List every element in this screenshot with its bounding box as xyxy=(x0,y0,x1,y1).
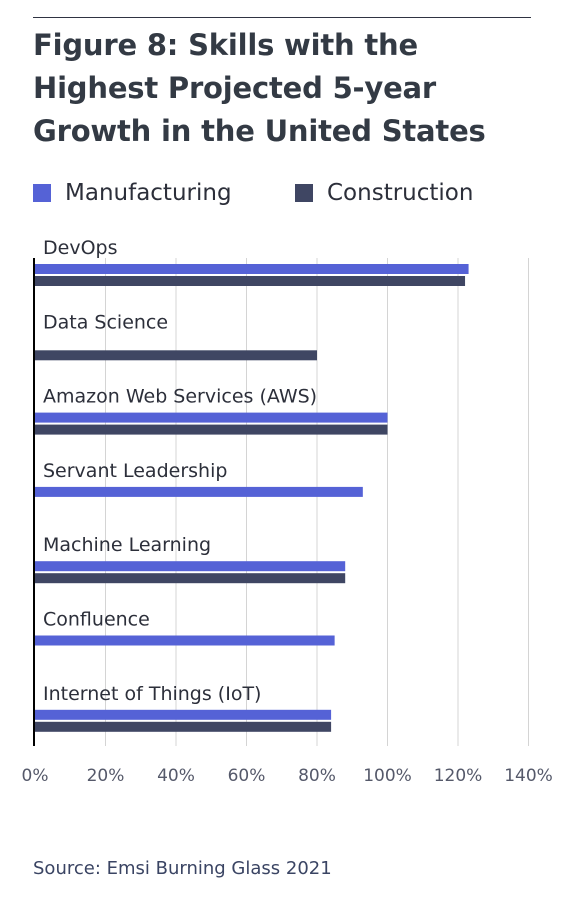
bar-manufacturing xyxy=(35,635,335,646)
chart-title: Figure 8: Skills with the Highest Projec… xyxy=(33,28,486,148)
bar-manufacturing xyxy=(35,561,346,572)
bar-construction xyxy=(35,721,332,732)
legend-item-manufacturing: Manufacturing xyxy=(33,176,232,210)
x-tick-label: 80% xyxy=(298,766,336,786)
x-tick-label: 20% xyxy=(87,766,125,786)
bar-construction xyxy=(35,424,388,435)
legend-label-construction: Construction xyxy=(327,180,474,206)
category-label: Internet of Things (IoT) xyxy=(43,683,261,705)
x-tick-label: 40% xyxy=(157,766,195,786)
legend-swatch-manufacturing xyxy=(33,184,51,202)
legend-swatch-construction xyxy=(295,184,313,202)
x-tick-label: 100% xyxy=(363,766,412,786)
bar-manufacturing xyxy=(35,709,332,720)
legend-item-construction: Construction xyxy=(295,176,473,210)
x-tick-label: 140% xyxy=(504,766,553,786)
bar-manufacturing xyxy=(35,264,469,274)
x-tick-label: 0% xyxy=(22,766,49,786)
category-label: Servant Leadership xyxy=(43,460,227,482)
bar-construction xyxy=(35,573,346,584)
source-note: Source: Emsi Burning Glass 2021 xyxy=(33,858,332,879)
category-label: Machine Learning xyxy=(43,534,211,556)
bar-construction xyxy=(35,350,317,361)
bar-chart: DevOps Data Science Amazon Web Services (A… xyxy=(22,237,553,786)
bar-manufacturing xyxy=(35,486,363,497)
category-label: Confluence xyxy=(43,609,150,631)
x-tick-label: 120% xyxy=(434,766,483,786)
category-label: DevOps xyxy=(43,237,117,259)
bar-manufacturing xyxy=(35,412,388,423)
category-label: Amazon Web Services (AWS) xyxy=(43,386,317,408)
x-tick-label: 60% xyxy=(228,766,266,786)
legend: Manufacturing Construction xyxy=(33,176,553,210)
legend-label-manufacturing: Manufacturing xyxy=(65,180,232,206)
top-rule xyxy=(33,17,531,18)
bar-construction xyxy=(35,276,466,286)
category-label: Data Science xyxy=(43,311,168,333)
